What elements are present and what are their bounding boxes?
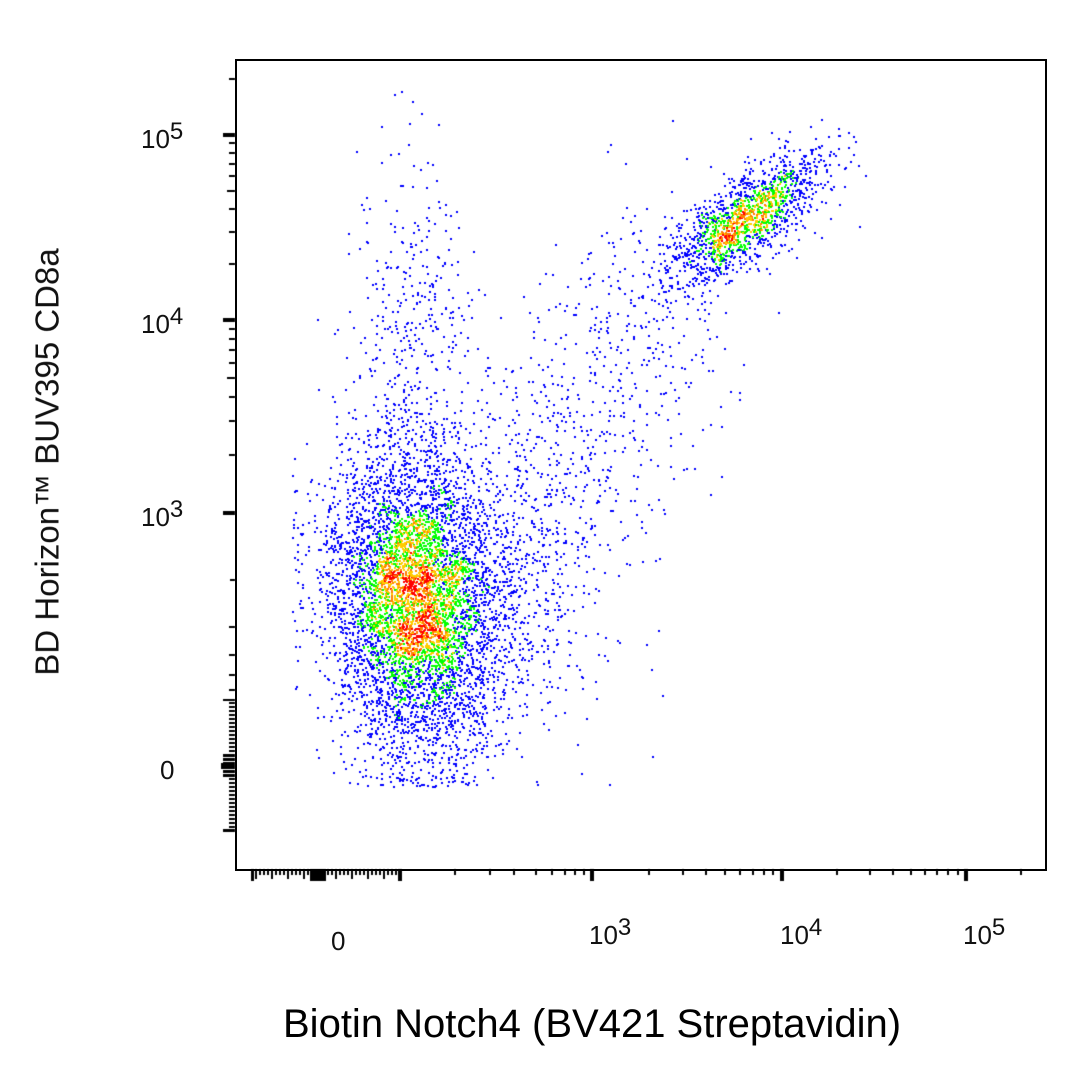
plot-area <box>235 59 1047 871</box>
x-tick-label-1e4: 104 <box>780 914 823 950</box>
y-tick-label-0: 0 <box>160 755 175 785</box>
x-tick-label-1e3: 103 <box>589 914 632 950</box>
y-tick-label-1e4: 104 <box>141 303 184 339</box>
scatter-dots <box>237 61 1045 869</box>
y-axis-title: BD Horizon™ BUV395 CD8a <box>28 248 66 676</box>
x-axis-title: Biotin Notch4 (BV421 Streptavidin) <box>283 1002 902 1046</box>
x-tick-label-1e5: 105 <box>963 914 1006 950</box>
y-tick-label-1e5: 105 <box>141 118 184 154</box>
x-tick-label-0: 0 <box>331 926 346 956</box>
y-tick-label-1e3: 103 <box>141 496 184 532</box>
